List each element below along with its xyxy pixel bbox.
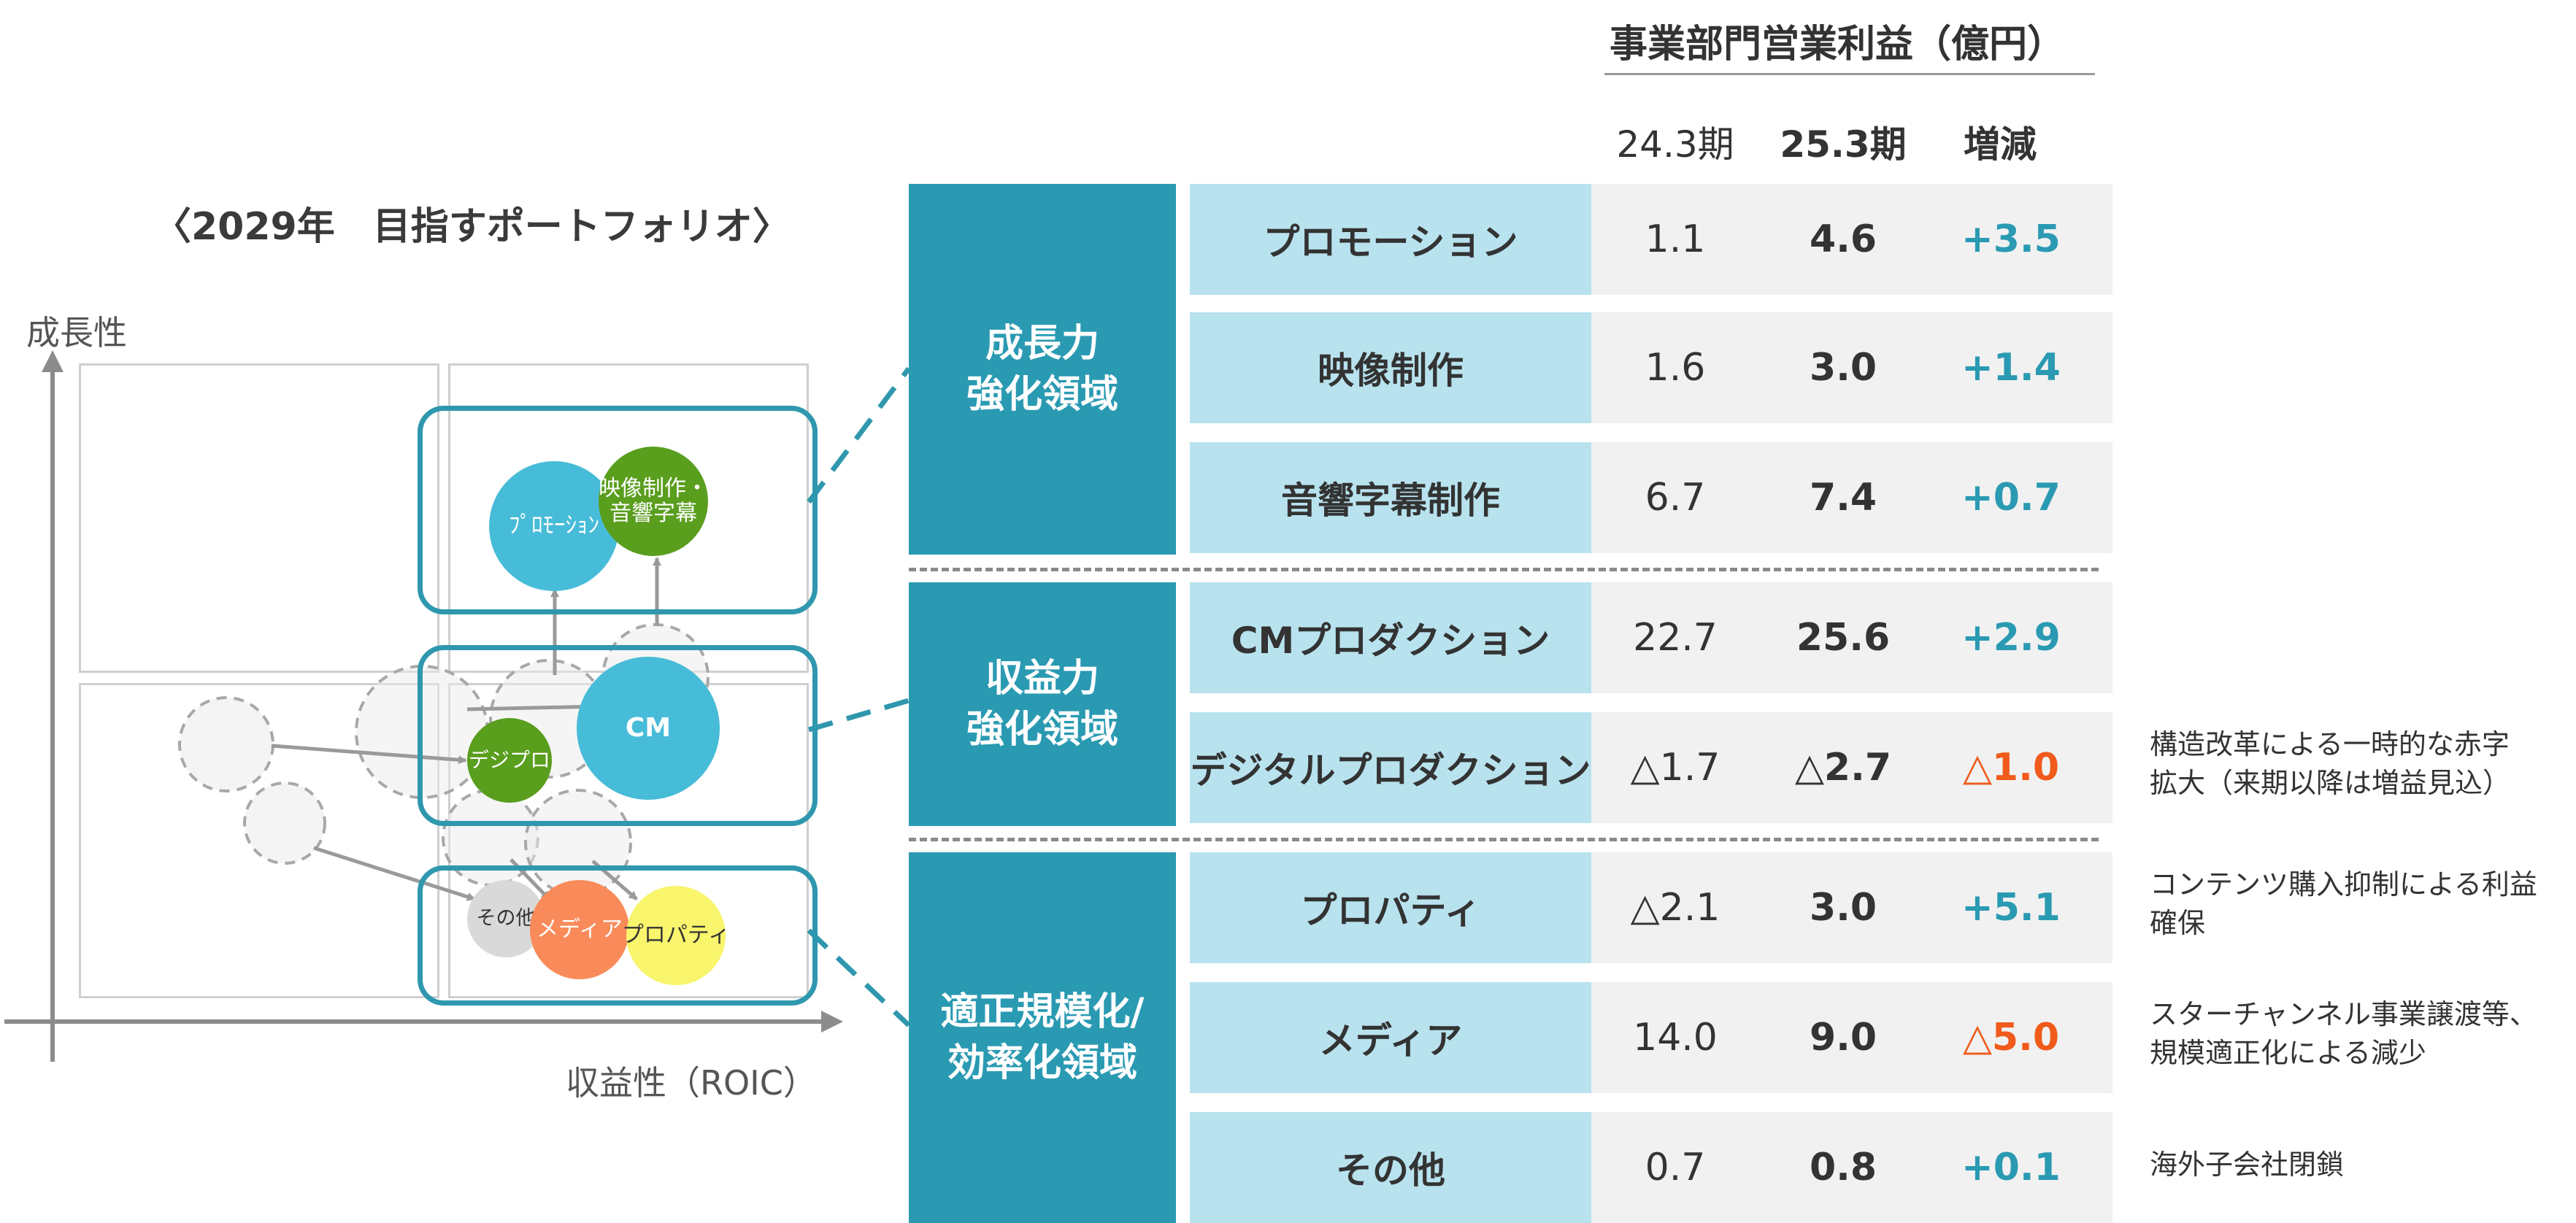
bubble-video-label-2: 音響字幕 [610,501,697,526]
value-cell-bg [1591,982,2112,1093]
value-diff: △1.0 [1962,746,2060,790]
value-diff: +5.1 [1961,886,2061,930]
value-curr: 9.0 [1809,1016,1877,1060]
bubble-promotion: ﾌﾟﾛﾓｰｼｮﾝ [489,461,619,591]
segment-name: プロパティ [1190,852,1591,963]
group-profit: 収益力 強化領域 [909,582,1176,826]
group-efficiency-line2: 効率化領域 [947,1041,1137,1085]
value-cell-bg [1591,312,2112,423]
bubble-video-audio: 映像制作・ 音響字幕 [599,447,708,556]
bubble-property: プロパティ [622,886,730,985]
group-efficiency-line1: 適正規模化/ [940,989,1145,1034]
value-prev: 22.7 [1633,616,1718,660]
value-diff: +2.9 [1961,616,2061,660]
value-prev: △2.1 [1630,886,1720,930]
group-separator [909,568,2099,571]
value-prev: 1.1 [1645,217,1706,261]
value-curr: 4.6 [1809,217,1877,261]
group-separator [909,838,2099,841]
row-note: 構造改革による一時的な赤字 拡大（来期以降は増益見込） [2150,725,2566,803]
bubble-video-label-1: 映像制作・ [599,475,708,501]
value-curr: 3.0 [1809,346,1877,390]
value-curr: 3.0 [1809,886,1877,930]
value-prev: △1.7 [1630,746,1720,790]
segment-name: CMプロダクション [1190,582,1591,693]
row-note: 海外子会社閉鎖 [2150,1146,2566,1184]
group-growth: 成長力 強化領域 [909,184,1176,555]
row-note-line2: 確保 [2150,907,2206,940]
move-arrow [313,846,476,901]
row-note: コンテンツ購入抑制による利益 確保 [2150,865,2566,943]
value-cell-bg [1591,852,2112,963]
table-title: 事業部門営業利益（億円） [1610,23,2066,66]
bubble-cm: CM [577,657,720,800]
segment-name: その他 [1190,1112,1591,1223]
value-curr: 0.8 [1809,1146,1877,1189]
value-curr: △2.7 [1794,746,1892,790]
row-note-line2: 拡大（来期以降は増益見込） [2150,767,2511,800]
bubble-digital-label: デジプロ [468,747,550,772]
segment-name: メディア [1190,982,1591,1093]
highlight-box-efficiency [418,865,818,1006]
move-arrow [466,702,601,711]
row-note: スターチャンネル事業譲渡等、 規模適正化による減少 [2150,995,2566,1073]
x-axis-label: 収益性（ROIC） [566,1063,817,1103]
bubble-other-label: その他 [476,907,536,930]
value-diff: △5.0 [1962,1016,2060,1060]
connector-profit [808,698,910,733]
value-cell-bg [1591,1112,2112,1223]
highlight-box-growth [418,406,818,614]
group-growth-line1: 成長力 [985,321,1099,366]
value-diff: +3.5 [1961,217,2061,261]
value-diff: +1.4 [1961,346,2061,390]
segment-name: 映像制作 [1190,312,1591,423]
bubble-digital: デジプロ [467,718,552,803]
bubble-media-label: メディア [537,916,623,942]
bubble-promotion-label: ﾌﾟﾛﾓｰｼｮﾝ [509,512,599,539]
bubble-cm-label: CM [625,713,672,744]
connector-growth [807,366,911,504]
quadrant-top-left [79,363,439,673]
segment-name: プロモーション [1190,184,1591,295]
connector-efficiency [807,928,911,1027]
move-arrow [271,744,467,765]
row-note-line2: 規模適正化による減少 [2150,1037,2426,1070]
value-cell-bg [1591,442,2112,553]
value-curr: 25.6 [1796,616,1891,660]
group-growth-line2: 強化領域 [966,373,1118,417]
column-header-curr: 25.3期 [1780,123,1907,166]
value-cell-bg [1591,184,2112,295]
portfolio-title: 〈2029年 目指すポートフォリオ〉 [153,205,791,249]
value-prev: 6.7 [1645,476,1706,520]
value-cell-bg [1591,582,2112,693]
row-note-line1: コンテンツ購入抑制による利益 [2150,868,2537,900]
column-header-prev: 24.3期 [1616,123,1734,166]
bubble-property-label: プロパティ [621,922,731,948]
highlight-box-profit [418,645,818,826]
value-prev: 0.7 [1645,1146,1706,1189]
ghost-circle [178,696,274,792]
value-diff: +0.1 [1961,1146,2061,1189]
row-note-line1: 構造改革による一時的な赤字 [2150,728,2510,760]
group-profit-line1: 収益力 [985,656,1099,701]
group-efficiency: 適正規模化/効率化領域 [909,852,1176,1223]
value-curr: 7.4 [1809,476,1877,520]
bubble-media: メディア [530,880,629,979]
row-note-line1: スターチャンネル事業譲渡等、 [2150,998,2537,1030]
value-prev: 1.6 [1645,346,1706,390]
segment-name: デジタルプロダクション [1190,712,1591,823]
title-underline [1604,73,2095,75]
value-cell-bg [1591,712,2112,823]
row-note-line1: 海外子会社閉鎖 [2150,1149,2345,1181]
value-prev: 14.0 [1633,1016,1718,1060]
group-profit-line2: 強化領域 [966,708,1118,752]
y-axis-label: 成長性 [26,313,127,352]
column-header-diff: 増減 [1964,123,2037,166]
value-diff: +0.7 [1961,476,2061,520]
ghost-circle [243,782,326,865]
segment-name: 音響字幕制作 [1190,442,1591,553]
